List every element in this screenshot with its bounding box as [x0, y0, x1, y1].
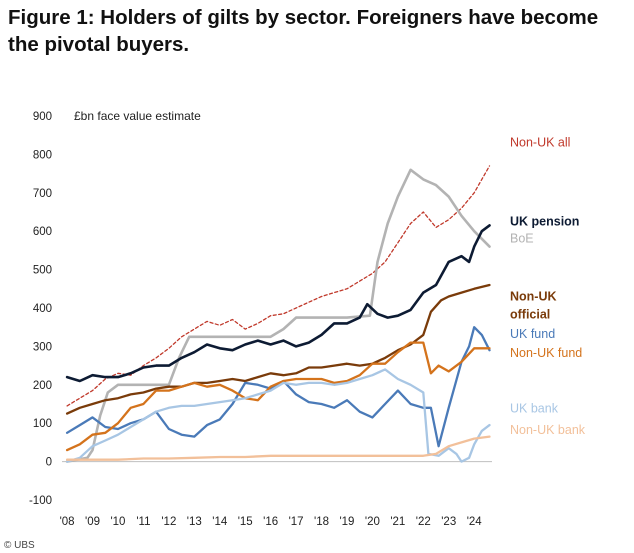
- x-tick-label: '20: [365, 516, 380, 528]
- legend-label-uk-fund: UK fund: [510, 327, 555, 341]
- legend-label-boe: BoE: [510, 232, 534, 246]
- y-tick-label: 200: [33, 380, 52, 392]
- x-tick-label: '12: [161, 516, 176, 528]
- x-tick-label: '08: [60, 516, 75, 528]
- y-tick-label: 300: [33, 341, 52, 353]
- x-tick-label: '10: [110, 516, 125, 528]
- series-line-uk-bank: [65, 368, 491, 463]
- legend-label-uk-bank: UK bank: [510, 401, 559, 415]
- x-tick-label: '09: [85, 516, 100, 528]
- y-tick-label: 500: [33, 265, 52, 277]
- x-tick-label: '15: [238, 516, 253, 528]
- y-tick-label: 600: [33, 226, 52, 238]
- y-tick-label: 700: [33, 188, 52, 200]
- legend: Non-UK all BoE UK pension Non-UK official UK …: [510, 136, 586, 437]
- y-axis-ticks: -100 0 100 200 300 400 500 600 700 800 900: [29, 111, 52, 507]
- series-line-uk-pension: [65, 224, 491, 383]
- x-tick-label: '16: [263, 516, 278, 528]
- unit-label: £bn face value estimate: [74, 109, 201, 123]
- x-tick-label: '14: [212, 516, 228, 528]
- y-tick-label: 900: [33, 111, 52, 123]
- legend-label-non-uk-official: Non-UK: [510, 289, 557, 303]
- y-tick-label: -100: [29, 495, 52, 507]
- series-line-non-uk-bank: [65, 435, 491, 461]
- x-tick-label: '19: [339, 516, 354, 528]
- x-tick-label: '18: [314, 516, 329, 528]
- legend-label-non-uk-fund: Non-UK fund: [510, 346, 582, 360]
- legend-label-non-uk-bank: Non-UK bank: [510, 423, 586, 437]
- x-tick-label: '21: [390, 516, 405, 528]
- x-axis-ticks: '08 '09 '10 '11 '12 '13 '14 '15 '16 '17 '18 '19 '20 '…: [60, 516, 483, 528]
- legend-label-non-uk-official: official: [510, 307, 550, 321]
- y-tick-label: 0: [46, 457, 52, 469]
- y-tick-label: 800: [33, 149, 52, 161]
- series-line-boe: [65, 168, 491, 463]
- x-tick-label: '23: [441, 516, 456, 528]
- series-line-non-uk-all: [66, 165, 491, 407]
- x-tick-label: '24: [467, 516, 483, 528]
- image-credit: © UBS: [4, 540, 35, 551]
- series-line-non-uk-fund: [65, 341, 491, 452]
- series-lines: [65, 165, 491, 463]
- x-tick-label: '13: [187, 516, 202, 528]
- y-tick-label: 400: [33, 303, 52, 315]
- y-tick-label: 100: [33, 418, 52, 430]
- x-tick-label: '11: [136, 516, 150, 528]
- x-tick-label: '22: [416, 516, 431, 528]
- legend-label-uk-pension: UK pension: [510, 214, 579, 228]
- x-tick-label: '17: [289, 516, 304, 528]
- chart-title: Figure 1: Holders of gilts by sector. Fo…: [8, 6, 599, 56]
- legend-label-non-uk-all: Non-UK all: [510, 136, 570, 150]
- series-line-non-uk-official: [65, 283, 491, 415]
